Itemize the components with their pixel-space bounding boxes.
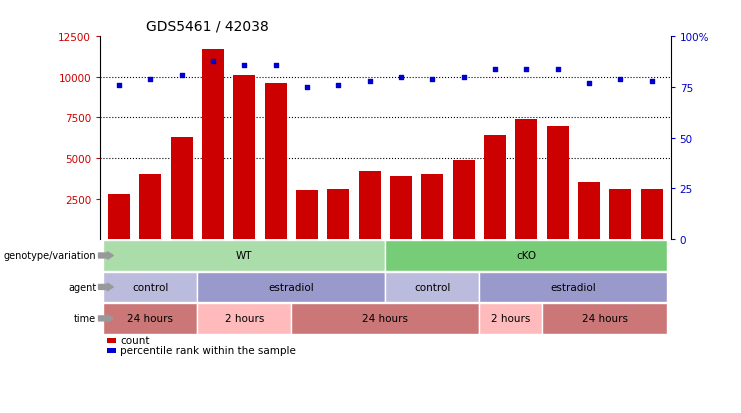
Point — [333, 83, 345, 89]
Point — [270, 62, 282, 69]
Bar — [578, 183, 600, 240]
Bar — [296, 191, 318, 240]
Point — [489, 66, 501, 73]
Point — [552, 66, 564, 73]
Text: count: count — [120, 335, 150, 345]
Bar — [233, 76, 255, 240]
Point — [176, 72, 187, 79]
Text: 24 hours: 24 hours — [582, 313, 628, 324]
Text: agent: agent — [68, 282, 96, 292]
Text: percentile rank within the sample: percentile rank within the sample — [120, 345, 296, 355]
Point — [144, 76, 156, 83]
Point — [364, 78, 376, 85]
Text: time: time — [74, 313, 96, 324]
Point — [614, 76, 626, 83]
Bar — [108, 194, 130, 240]
Point — [113, 83, 124, 89]
Point — [583, 81, 595, 87]
Point — [458, 74, 470, 81]
Bar — [328, 189, 349, 240]
Point — [520, 66, 532, 73]
Bar — [359, 171, 381, 240]
Bar — [516, 120, 537, 240]
Bar — [265, 84, 287, 240]
Point — [395, 74, 407, 81]
Bar — [641, 189, 662, 240]
Text: 2 hours: 2 hours — [491, 313, 531, 324]
Text: estradiol: estradiol — [551, 282, 597, 292]
Bar — [170, 138, 193, 240]
Point — [426, 76, 438, 83]
Bar — [609, 189, 631, 240]
Point — [301, 84, 313, 91]
Bar — [422, 175, 443, 240]
Text: 24 hours: 24 hours — [127, 313, 173, 324]
Point — [239, 62, 250, 69]
Bar — [547, 126, 569, 240]
Text: control: control — [132, 282, 168, 292]
Bar — [453, 160, 475, 240]
Point — [207, 58, 219, 65]
Text: 2 hours: 2 hours — [225, 313, 264, 324]
Bar — [390, 176, 412, 240]
Bar — [202, 50, 224, 240]
Text: GDS5461 / 42038: GDS5461 / 42038 — [146, 19, 268, 33]
Text: cKO: cKO — [516, 251, 536, 261]
Bar — [139, 175, 162, 240]
Text: 24 hours: 24 hours — [362, 313, 408, 324]
Text: estradiol: estradiol — [268, 282, 314, 292]
Bar — [484, 136, 506, 240]
Text: genotype/variation: genotype/variation — [4, 251, 96, 261]
Text: control: control — [414, 282, 451, 292]
Text: WT: WT — [236, 251, 253, 261]
Point — [646, 78, 658, 85]
